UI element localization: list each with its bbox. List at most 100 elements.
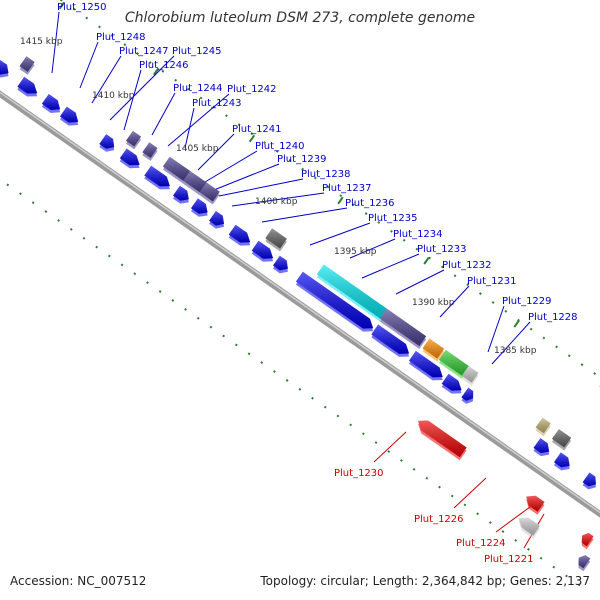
- tick-mark-outer: [237, 123, 241, 127]
- forward-gene-outer-shade: [183, 171, 207, 193]
- forward-gene-label: Plut_1241: [232, 124, 282, 135]
- kbp-tick: [153, 67, 160, 76]
- forward-gene-outer-shade: [126, 130, 142, 147]
- tick-mark-inner: [577, 583, 581, 587]
- forward-leader-line: [349, 238, 396, 259]
- tick-mark-outer: [59, 0, 63, 2]
- forward-gene-shade: [41, 94, 61, 110]
- tick-mark-inner: [539, 556, 543, 560]
- forward-gene-label: Plut_1237: [322, 183, 372, 194]
- forward-leader-line: [91, 55, 122, 104]
- tick-mark-inner: [19, 192, 22, 196]
- tick-mark-inner: [247, 352, 251, 356]
- forward-gene-shade: [119, 148, 140, 166]
- kbp-tick-label: 1400 kbp: [255, 197, 298, 207]
- forward-leader-line: [213, 163, 280, 191]
- forward-gene-shade: [554, 452, 570, 468]
- tick-mark-outer: [466, 283, 470, 287]
- tick-mark-outer: [352, 203, 355, 207]
- tick-mark-outer: [567, 354, 571, 358]
- tick-mark-outer: [529, 327, 533, 331]
- forward-leader-line: [204, 150, 258, 183]
- tick-mark-inner: [361, 432, 365, 436]
- tick-mark-inner: [44, 210, 48, 213]
- forward-gene-shade: [17, 76, 38, 94]
- forward-gene-shade: [251, 240, 274, 259]
- tick-mark-outer: [326, 185, 330, 189]
- forward-gene-label: Plut_1243: [192, 98, 242, 109]
- tick-mark-outer: [542, 336, 546, 340]
- tick-mark-inner: [107, 254, 111, 258]
- tick-mark-outer: [174, 78, 178, 82]
- reverse-gene-label: Plut_1226: [414, 514, 464, 525]
- tick-mark-inner: [222, 334, 226, 338]
- tick-mark-outer: [110, 34, 114, 38]
- forward-gene-outer-shade: [142, 142, 158, 158]
- forward-gene-outer-shade: [422, 338, 445, 359]
- tick-mark-inner: [298, 387, 302, 391]
- forward-gene-outer-shade: [380, 308, 427, 346]
- tick-mark-inner: [374, 441, 378, 445]
- tick-mark-inner: [146, 281, 149, 285]
- reverse-gene-label: Plut_1230: [334, 468, 384, 479]
- tick-mark-inner: [31, 201, 35, 205]
- tick-mark-inner: [400, 459, 403, 462]
- tick-mark-outer: [186, 87, 190, 91]
- tick-mark-inner: [476, 512, 480, 516]
- forward-leader-line: [51, 11, 60, 74]
- forward-gene-shade: [0, 59, 9, 75]
- forward-leader-line: [197, 133, 235, 171]
- tick-mark-outer: [593, 372, 597, 375]
- tick-mark-inner: [565, 574, 568, 578]
- forward-gene-outer-shade: [199, 182, 220, 202]
- kbp-tick-label: 1405 kbp: [176, 144, 219, 154]
- reverse-gene-shade: [581, 532, 594, 547]
- forward-gene-label: Plut_1245: [172, 46, 222, 57]
- forward-gene-label: Plut_1236: [345, 198, 395, 209]
- kbp-tick: [337, 196, 344, 205]
- forward-gene-label: Plut_1233: [417, 244, 467, 255]
- tick-mark-outer: [415, 247, 419, 251]
- forward-gene-shade: [173, 185, 189, 201]
- tick-mark-outer: [72, 7, 76, 11]
- kbp-tick-label: 1410 kbp: [92, 91, 135, 101]
- forward-gene-outer-shade: [461, 366, 479, 383]
- genome-backbone: [0, 90, 600, 518]
- leader-line-layer: [51, 11, 545, 549]
- forward-leader-line: [395, 269, 445, 295]
- forward-leader-line: [231, 192, 325, 207]
- forward-gene-label: Plut_1228: [528, 312, 578, 323]
- forward-gene-label: Plut_1232: [442, 260, 492, 271]
- forward-gene-label: Plut_1247: [119, 46, 169, 57]
- tick-mark-outer: [288, 158, 292, 162]
- backbone-highlight: [0, 91, 600, 514]
- kbp-tick: [248, 134, 256, 143]
- tick-mark-outer: [504, 309, 508, 313]
- reverse-gene-shade: [418, 420, 467, 458]
- reverse-gene-shade: [518, 517, 540, 536]
- reverse-leader-line: [373, 431, 407, 463]
- tick-mark-inner: [184, 307, 187, 311]
- tick-mark-outer: [491, 301, 495, 304]
- forward-leader-line: [109, 55, 175, 121]
- forward-gene-outer-shade: [316, 264, 387, 319]
- tick-mark-outer: [98, 25, 101, 29]
- tick-mark-inner: [82, 236, 86, 240]
- kbp-tick: [423, 256, 430, 265]
- tick-mark-inner: [323, 405, 327, 409]
- forward-gene-shade: [582, 472, 596, 487]
- forward-gene-shade: [99, 134, 115, 149]
- tick-mark-inner: [209, 325, 213, 329]
- forward-gene-shade: [209, 211, 224, 226]
- forward-gene-label: Plut_1248: [96, 32, 146, 43]
- forward-gene-outer-shade: [162, 156, 191, 181]
- forward-gene-label: Plut_1235: [368, 213, 418, 224]
- tick-mark-outer: [136, 52, 139, 55]
- label-layer: 1415 kbp 1410 kbp 1405 kbp 1400 kbp 1395 kbp…: [20, 2, 578, 565]
- tick-mark-inner: [349, 423, 353, 427]
- tick-mark-outer: [364, 212, 368, 215]
- forward-leader-line: [487, 305, 505, 353]
- tick-mark-outer: [580, 363, 584, 367]
- forward-gene-shade: [295, 271, 374, 329]
- forward-leader-line: [218, 178, 304, 197]
